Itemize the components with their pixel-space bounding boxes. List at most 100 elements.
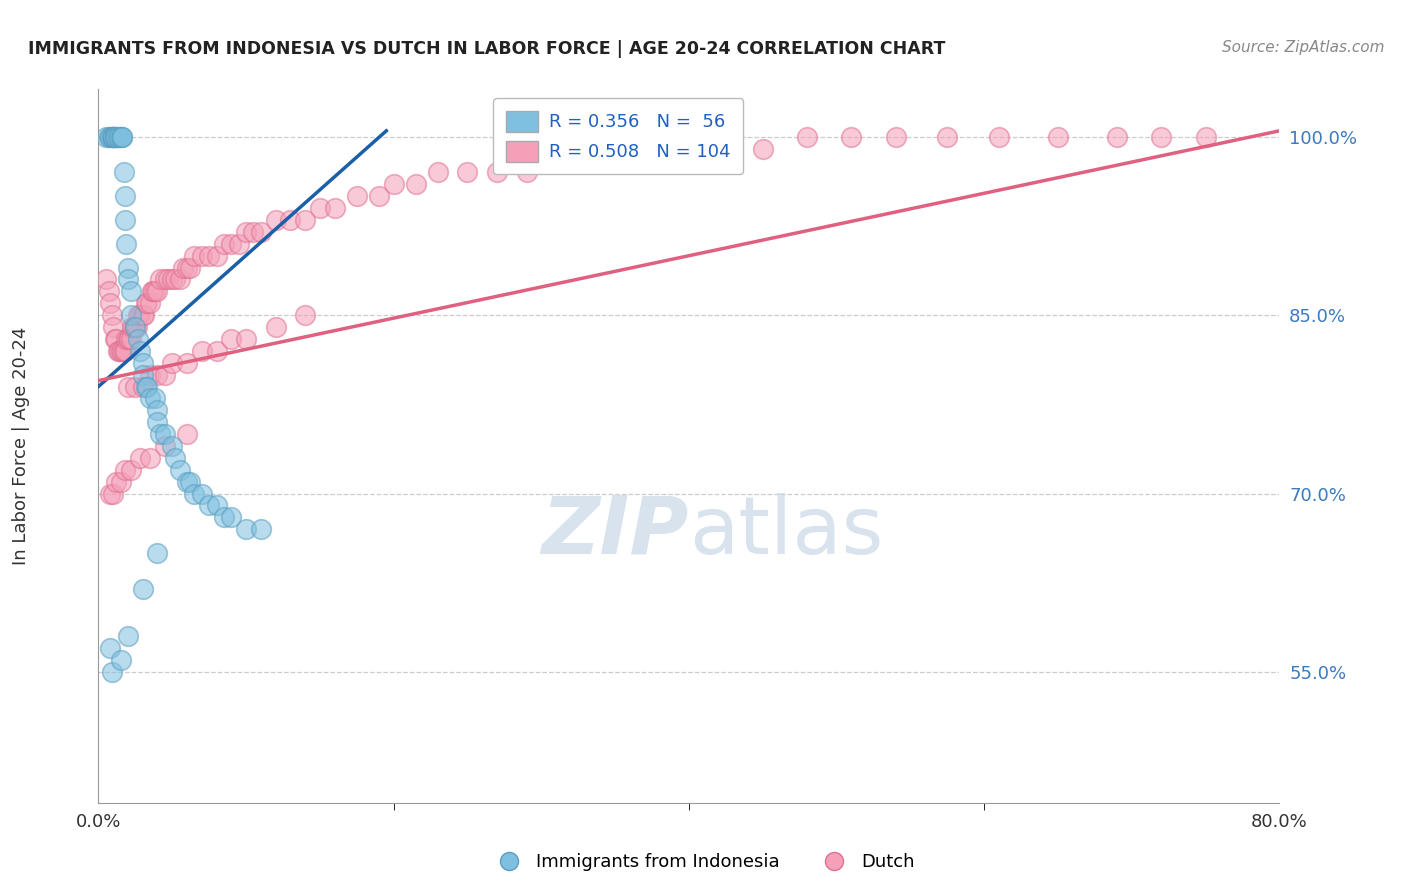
Point [191,249,214,263]
Point [132,368,155,382]
Point [103,129,125,144]
Point [146,368,169,382]
Point [132,379,155,393]
Point [134,308,156,322]
Point [146,285,169,299]
Point [127,308,149,322]
Point [139,368,162,382]
Point [707,142,730,156]
Point [264,213,287,227]
Point [114,343,136,358]
Point [368,189,391,203]
Point [132,356,155,370]
Point [117,272,139,286]
Point [176,427,198,442]
Point [122,320,145,334]
Point [128,343,150,358]
Point [153,427,176,442]
Point [294,213,316,227]
Point [648,153,671,168]
Point [98,296,121,310]
Point [988,129,1011,144]
Point [323,201,346,215]
Point [516,165,538,179]
Point [183,486,205,500]
Point [125,320,148,334]
Point [103,129,125,144]
Point [191,343,214,358]
Point [105,129,128,144]
Point [117,379,139,393]
Point [165,272,187,286]
Point [135,379,157,393]
Point [100,665,122,679]
Point [382,178,405,192]
Point [100,129,122,144]
Point [162,272,183,286]
Point [111,129,134,144]
Point [128,450,150,465]
Point [546,153,568,168]
Point [105,332,128,346]
Point [250,225,273,239]
Point [108,129,131,144]
Point [405,178,427,192]
Point [117,260,139,275]
Point [309,201,332,215]
Point [104,332,127,346]
Point [94,272,117,286]
Point [124,379,146,393]
Point [176,356,198,370]
Point [112,343,135,358]
Point [250,522,273,536]
Point [1195,129,1218,144]
Point [149,272,172,286]
Point [486,165,509,179]
Point [1107,129,1129,144]
Point [205,249,228,263]
Point [104,129,127,144]
Point [172,260,194,275]
Point [98,129,121,144]
Point [153,368,176,382]
Point [884,129,907,144]
Point [235,332,257,346]
Point [149,427,172,442]
Point [124,320,146,334]
Point [100,308,122,322]
Point [146,403,169,417]
Point [162,356,183,370]
Point [114,463,136,477]
Legend: Immigrants from Indonesia, Dutch: Immigrants from Indonesia, Dutch [484,847,922,879]
Point [104,129,127,144]
Point [153,439,176,453]
Point [135,296,157,310]
Point [165,450,187,465]
Point [103,486,125,500]
Point [128,308,150,322]
Point [105,475,128,489]
Point [94,129,117,144]
Point [117,629,139,643]
Point [114,189,136,203]
Point [294,308,316,322]
Text: ZIP: ZIP [541,492,689,571]
Point [110,653,132,667]
Point [228,236,250,251]
Point [235,522,257,536]
Point [121,320,143,334]
Point [141,285,163,299]
Point [117,332,139,346]
Point [124,320,146,334]
Point [191,486,214,500]
Text: In Labor Force | Age 20-24: In Labor Force | Age 20-24 [13,326,30,566]
Point [179,260,201,275]
Point [110,343,132,358]
Point [98,641,121,656]
Point [139,450,162,465]
Point [176,475,198,489]
Point [841,129,863,144]
Point [118,332,141,346]
Text: IMMIGRANTS FROM INDONESIA VS DUTCH IN LABOR FORCE | AGE 20-24 CORRELATION CHART: IMMIGRANTS FROM INDONESIA VS DUTCH IN LA… [28,40,945,58]
Point [127,332,149,346]
